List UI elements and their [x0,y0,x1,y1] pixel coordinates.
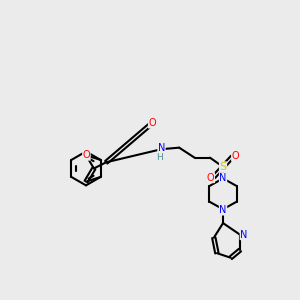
Text: O: O [82,150,90,160]
Text: H: H [157,153,163,162]
Text: O: O [232,151,239,161]
Text: S: S [220,162,226,172]
Text: N: N [240,230,247,240]
Text: O: O [148,118,156,128]
Text: N: N [158,143,165,153]
Text: N: N [219,205,227,215]
Text: N: N [219,173,227,183]
Text: O: O [207,173,214,183]
